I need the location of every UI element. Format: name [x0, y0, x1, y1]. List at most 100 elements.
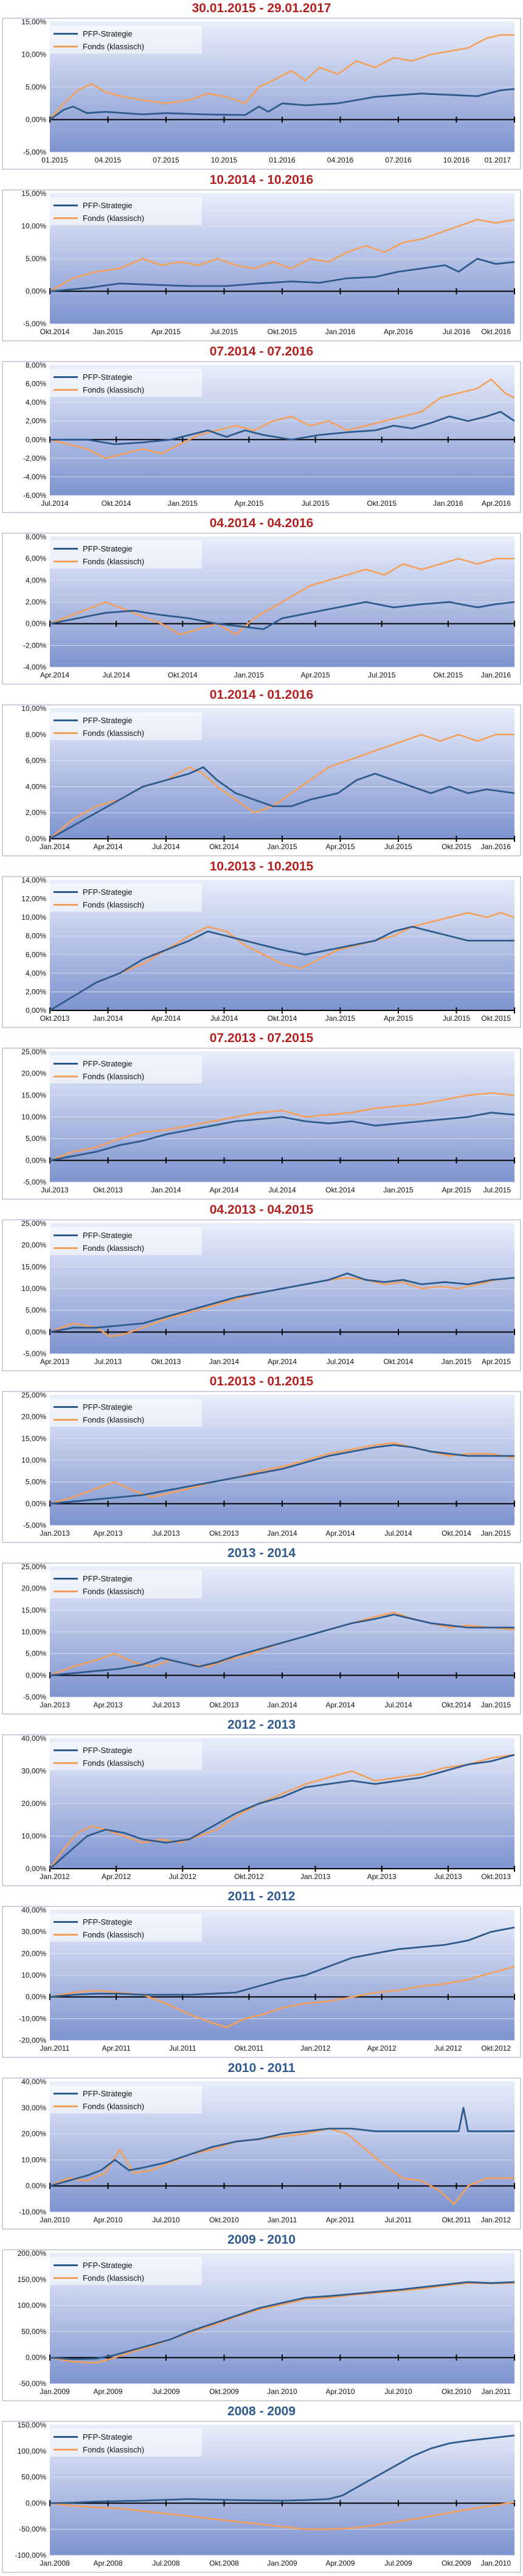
legend-label: PFP-Strategie: [83, 2088, 133, 2098]
x-tick-label: Apr.2015: [442, 1186, 471, 1194]
y-tick-label: 100,00%: [18, 2447, 47, 2455]
x-tick-label: Jan.2010: [481, 2559, 511, 2567]
legend-swatch: [54, 719, 78, 721]
x-tick-label: Apr.2015: [234, 499, 263, 508]
x-tick-label: Jan.2016: [433, 499, 463, 508]
chart-title: 10.2013 - 10.2015: [209, 859, 314, 873]
y-tick-label: 40,00%: [21, 1906, 46, 1914]
y-tick-label: 5,00%: [26, 1650, 46, 1658]
x-tick-label: Jul.2014: [327, 1357, 355, 1366]
y-tick-label: 20,00%: [21, 2130, 46, 2138]
legend-item: PFP-Strategie: [54, 1572, 133, 1584]
y-tick-label: -5,00%: [23, 1521, 46, 1530]
y-tick-label: 15,00%: [21, 1606, 46, 1614]
chart-title: 01.2014 - 01.2016: [209, 688, 314, 702]
legend-label: PFP-Strategie: [83, 1573, 133, 1583]
x-tick-label: Jan.2011: [268, 2216, 297, 2224]
y-tick-label: 10,00%: [21, 913, 46, 922]
chart-panel: 30.01.2015 - 29.01.2017 -5,00% 0,00% 5,00% 1…: [0, 0, 523, 172]
y-tick-label: 30,00%: [21, 1767, 46, 1776]
x-tick-label: Jan.2010: [40, 2216, 70, 2224]
x-tick-label: Okt.2013: [93, 1186, 123, 1194]
x-tick-label: Jan.2016: [325, 327, 356, 336]
chart-svg: -5,00% 0,00% 5,00% 10,00% 15,00% 20,00% 25,00%…: [2, 1219, 521, 1371]
x-tick-label: Jan.2013: [40, 1701, 70, 1709]
series-line-fonds: [49, 1754, 515, 1869]
legend-swatch: [54, 2435, 78, 2438]
legend-swatch: [54, 376, 78, 378]
x-tick-label: Jan.2011: [482, 2387, 511, 2396]
legend-label: PFP-Strategie: [83, 2432, 133, 2441]
series-line-fonds: [49, 1092, 515, 1161]
y-tick-label: 0,00%: [26, 287, 46, 296]
y-tick-label: 0,00%: [26, 1864, 46, 1873]
y-tick-label: 50,00%: [21, 2327, 46, 2336]
chart-title: 07.2013 - 07.2015: [209, 1031, 314, 1045]
x-tick-label: 10.2016: [443, 156, 470, 164]
legend-label: PFP-Strategie: [83, 1745, 133, 1755]
y-tick-label: -100,00%: [15, 2551, 47, 2560]
y-tick-label: 150,00%: [18, 2421, 47, 2429]
x-tick-label: Apr.2015: [384, 1014, 413, 1023]
x-tick-label: 01.2016: [269, 156, 296, 164]
y-tick-label: 0,00%: [26, 2499, 46, 2507]
legend-label: PFP-Strategie: [83, 2260, 133, 2270]
legend-label: Fonds (klassisch): [83, 1758, 145, 1768]
x-tick-label: Apr.2016: [384, 327, 413, 336]
x-tick-label: Jan.2015: [481, 1529, 511, 1538]
y-tick-label: 40,00%: [21, 1734, 46, 1743]
x-tick-label: Jul.2010: [152, 2216, 180, 2224]
legend-swatch: [54, 1749, 78, 1751]
y-tick-label: -10,00%: [19, 2208, 46, 2216]
y-tick-label: -20,00%: [19, 2036, 46, 2045]
legend-swatch: [54, 1933, 78, 1936]
x-tick-label: Jul.2014: [210, 1014, 238, 1023]
legend-label: PFP-Strategie: [83, 1230, 133, 1240]
series-line-fonds: [49, 378, 515, 460]
legend-item: Fonds (klassisch): [54, 727, 144, 739]
x-tick-label: Okt.2014: [102, 499, 131, 508]
x-tick-label: Apr.2013: [93, 1529, 122, 1538]
legend-swatch: [54, 1405, 78, 1408]
y-tick-label: -2,00%: [23, 454, 46, 463]
series-line-fonds: [49, 34, 514, 121]
series-line-pfp: [49, 1272, 515, 1333]
x-tick-label: Jan.2015: [168, 499, 198, 508]
x-tick-label: Jul.2014: [152, 842, 180, 851]
chart-title: 2009 - 2010: [227, 2233, 296, 2247]
x-tick-label: 07.2016: [385, 156, 412, 164]
y-tick-label: 0,00%: [26, 1006, 46, 1015]
legend-label: PFP-Strategie: [83, 29, 133, 38]
x-tick-label: Jan.2016: [481, 671, 511, 679]
x-tick-label: Jan.2015: [481, 1701, 511, 1709]
x-tick-label: Jan.2014: [40, 842, 70, 851]
x-tick-label: Apr.2014: [209, 1186, 238, 1194]
x-tick-label: Jan.2010: [267, 2387, 297, 2396]
y-tick-label: 25,00%: [21, 1048, 46, 1056]
legend-swatch: [54, 1762, 78, 1764]
legend-label: PFP-Strategie: [83, 544, 133, 553]
legend-label: Fonds (klassisch): [83, 385, 145, 394]
series-line-pfp: [49, 1927, 515, 1998]
legend-swatch: [54, 1247, 78, 1249]
legend-item: Fonds (klassisch): [54, 1585, 144, 1597]
y-tick-label: 6,00%: [26, 757, 46, 765]
y-tick-label: 50,00%: [21, 2473, 46, 2482]
legend-swatch: [54, 1920, 78, 1923]
legend-label: Fonds (klassisch): [83, 1243, 145, 1253]
series-line-pfp: [49, 257, 515, 292]
x-tick-label: Jul.2011: [169, 2044, 196, 2053]
x-tick-label: Okt.2012: [481, 2044, 511, 2053]
x-tick-label: Jan.2015: [267, 842, 297, 851]
x-tick-label: Okt.2011: [442, 2216, 471, 2224]
x-tick-label: Okt.2011: [235, 2044, 264, 2053]
series-line-pfp: [49, 926, 514, 1012]
y-tick-label: 100,00%: [18, 2301, 47, 2310]
x-tick-label: Okt.2015: [434, 671, 463, 679]
chart-svg: 0,00% 10,00% 20,00% 30,00% 40,00% Jan.2012 Apr…: [2, 1734, 521, 1886]
legend-item: PFP-Strategie: [54, 2259, 133, 2271]
y-tick-label: 10,00%: [21, 1628, 46, 1636]
x-tick-label: Okt.2014: [325, 1186, 355, 1194]
x-tick-label: Apr.2013: [40, 1357, 69, 1366]
